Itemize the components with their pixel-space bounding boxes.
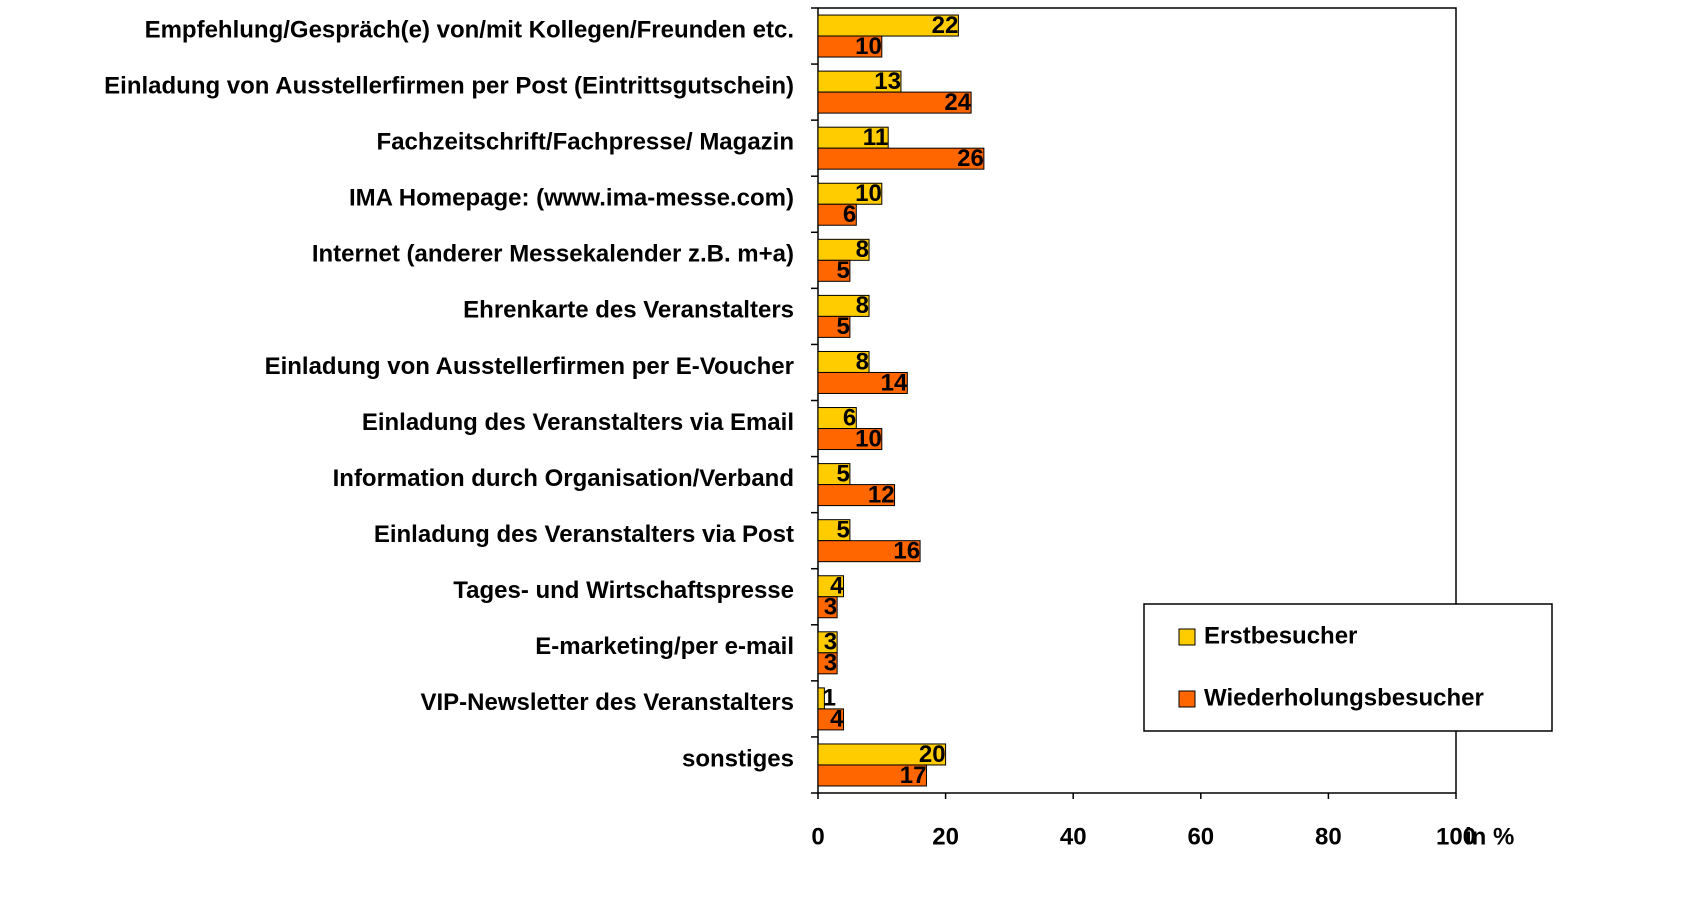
bar (817, 428, 883, 451)
bar (817, 484, 896, 507)
y-tick-label: E-marketing/per e-mail (535, 633, 794, 660)
y-tick-label: Tages- und Wirtschaftspresse (453, 577, 794, 604)
x-axis-label: in % (1465, 823, 1514, 850)
value-label: 8 (856, 292, 869, 319)
value-label: 20 (919, 741, 946, 768)
bar (817, 203, 857, 226)
value-label: 17 (900, 762, 927, 789)
bar (817, 35, 883, 58)
value-label: 3 (824, 629, 837, 656)
value-label: 10 (855, 425, 882, 452)
value-label: 5 (837, 460, 850, 487)
bar (817, 14, 959, 37)
x-tick-label: 80 (1315, 823, 1342, 850)
value-label: 8 (856, 348, 869, 375)
bar (817, 540, 921, 563)
value-label: 10 (855, 33, 882, 60)
value-label: 3 (824, 594, 837, 621)
value-label: 11 (863, 124, 888, 151)
y-tick-label: Einladung von Ausstellerfirmen per Post … (104, 72, 794, 99)
legend-swatch (1178, 628, 1196, 646)
bar (817, 708, 845, 731)
value-label: 4 (830, 573, 844, 600)
y-tick-label: Fachzeitschrift/Fachpresse/ Magazin (377, 129, 794, 156)
y-tick-label: Information durch Organisation/Verband (333, 465, 794, 492)
y-tick-label: Empfehlung/Gespräch(e) von/mit Kollegen/… (145, 16, 794, 43)
value-label: 10 (855, 180, 882, 207)
y-tick-label: sonstiges (682, 745, 794, 772)
x-tick-label: 0 (811, 823, 824, 850)
value-label: 3 (824, 650, 837, 677)
bar (817, 147, 985, 170)
legend-swatch (1178, 690, 1196, 708)
value-label: 14 (881, 369, 908, 396)
bar (817, 91, 972, 114)
y-tick-label: Einladung des Veranstalters via Post (374, 521, 794, 548)
x-tick-label: 60 (1187, 823, 1214, 850)
bar (817, 764, 927, 787)
y-tick-label: VIP-Newsletter des Veranstalters (420, 689, 794, 716)
bar (817, 652, 838, 675)
bar (817, 259, 851, 282)
y-tick-label: IMA Homepage: (www.ima-messe.com) (349, 185, 794, 212)
y-tick-label: Internet (anderer Messekalender z.B. m+a… (312, 241, 794, 268)
legend-box (1143, 603, 1553, 732)
value-label: 16 (893, 538, 920, 565)
x-tick-label: 20 (932, 823, 959, 850)
value-label: 5 (837, 313, 850, 340)
value-label: 5 (837, 257, 850, 284)
bar (817, 596, 838, 619)
value-label: 13 (874, 68, 901, 95)
value-label: 6 (843, 404, 856, 431)
value-label: 22 (932, 12, 959, 39)
x-tick-label: 100 (1436, 823, 1476, 850)
legend-label: Wiederholungsbesucher (1204, 684, 1484, 711)
value-label: 12 (868, 481, 895, 508)
value-label: 1 (823, 685, 836, 712)
value-label: 26 (957, 145, 984, 172)
y-tick-label: Einladung des Veranstalters via Email (362, 409, 794, 436)
bar (817, 371, 908, 394)
x-tick-label: 40 (1060, 823, 1087, 850)
y-tick-label: Einladung von Ausstellerfirmen per E-Vou… (265, 353, 794, 380)
y-tick-label: Ehrenkarte des Veranstalters (463, 297, 794, 324)
value-label: 4 (830, 706, 844, 733)
bar (817, 315, 851, 338)
value-label: 6 (843, 201, 856, 228)
value-label: 8 (856, 236, 869, 263)
value-label: 24 (944, 89, 971, 116)
legend-label: Erstbesucher (1204, 622, 1357, 649)
value-label: 5 (837, 517, 850, 544)
